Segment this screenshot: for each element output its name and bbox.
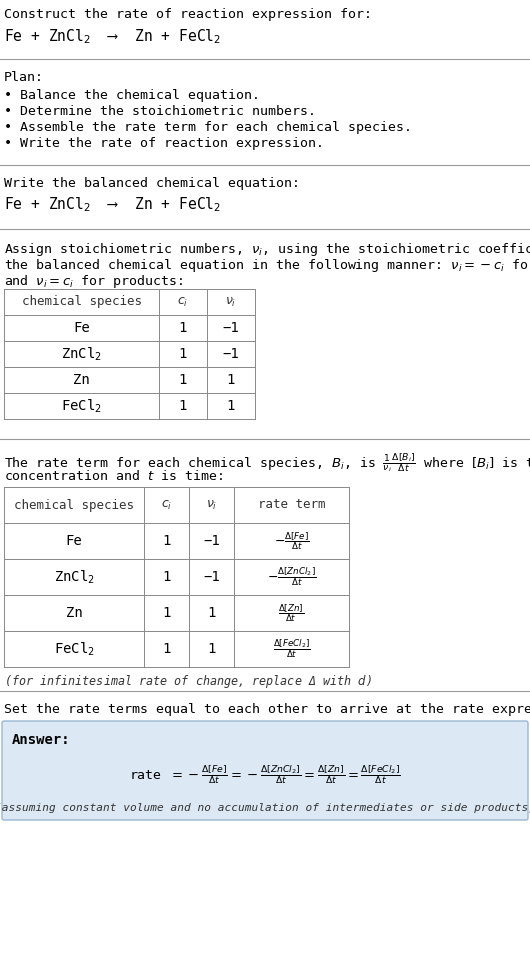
Text: $c_i$: $c_i$ [178, 296, 189, 308]
Text: Fe + ZnCl$_2$  ⟶  Zn + FeCl$_2$: Fe + ZnCl$_2$ ⟶ Zn + FeCl$_2$ [4, 195, 221, 214]
Text: $\nu_i$: $\nu_i$ [206, 499, 217, 511]
Text: 1: 1 [207, 606, 216, 620]
FancyBboxPatch shape [2, 721, 528, 820]
Text: Fe + ZnCl$_2$  ⟶  Zn + FeCl$_2$: Fe + ZnCl$_2$ ⟶ Zn + FeCl$_2$ [4, 27, 221, 46]
Text: concentration and $t$ is time:: concentration and $t$ is time: [4, 469, 223, 483]
Text: rate $= -\frac{\Delta[Fe]}{\Delta t} = -\frac{\Delta[ZnCl_2]}{\Delta t} = \frac{: rate $= -\frac{\Delta[Fe]}{\Delta t} = -… [129, 763, 401, 787]
Text: FeCl$_2$: FeCl$_2$ [61, 397, 102, 415]
Bar [4, 487, 349, 667]
Text: 1: 1 [207, 642, 216, 656]
Text: Set the rate terms equal to each other to arrive at the rate expression:: Set the rate terms equal to each other t… [4, 703, 530, 716]
Text: (assuming constant volume and no accumulation of intermediates or side products): (assuming constant volume and no accumul… [0, 803, 530, 813]
Text: $\frac{\Delta[Zn]}{\Delta t}$: $\frac{\Delta[Zn]}{\Delta t}$ [278, 602, 305, 624]
Text: Zn: Zn [66, 606, 82, 620]
Text: 1: 1 [162, 534, 171, 548]
Text: • Write the rate of reaction expression.: • Write the rate of reaction expression. [4, 137, 324, 150]
Text: 1: 1 [179, 321, 187, 335]
Text: • Balance the chemical equation.: • Balance the chemical equation. [4, 89, 260, 102]
Text: • Assemble the rate term for each chemical species.: • Assemble the rate term for each chemic… [4, 121, 412, 134]
Text: The rate term for each chemical species, $B_i$, is $\frac{1}{\nu_i}\frac{\Delta[: The rate term for each chemical species,… [4, 451, 530, 474]
Text: (for infinitesimal rate of change, replace Δ with $d$): (for infinitesimal rate of change, repla… [4, 673, 372, 690]
Text: $-\frac{\Delta[Fe]}{\Delta t}$: $-\frac{\Delta[Fe]}{\Delta t}$ [273, 530, 310, 552]
Text: Assign stoichiometric numbers, $\nu_i$, using the stoichiometric coefficients, $: Assign stoichiometric numbers, $\nu_i$, … [4, 241, 530, 258]
Text: Construct the rate of reaction expression for:: Construct the rate of reaction expressio… [4, 8, 372, 21]
Text: 1: 1 [227, 399, 235, 413]
Text: 1: 1 [227, 373, 235, 387]
Text: $-\frac{\Delta[ZnCl_2]}{\Delta t}$: $-\frac{\Delta[ZnCl_2]}{\Delta t}$ [267, 566, 316, 589]
Text: $c_i$: $c_i$ [161, 499, 172, 511]
Text: −1: −1 [223, 347, 240, 361]
Text: • Determine the stoichiometric numbers.: • Determine the stoichiometric numbers. [4, 105, 316, 118]
Text: chemical species: chemical species [22, 296, 142, 308]
Text: 1: 1 [179, 399, 187, 413]
Text: −1: −1 [203, 570, 220, 584]
Text: $\nu_i$: $\nu_i$ [225, 296, 237, 308]
Text: 1: 1 [162, 570, 171, 584]
Text: Fe: Fe [66, 534, 82, 548]
Text: 1: 1 [179, 347, 187, 361]
Text: 1: 1 [162, 606, 171, 620]
Text: Answer:: Answer: [12, 733, 70, 747]
Text: −1: −1 [223, 321, 240, 335]
Text: Plan:: Plan: [4, 71, 44, 84]
Text: chemical species: chemical species [14, 499, 134, 511]
Text: ZnCl$_2$: ZnCl$_2$ [54, 568, 94, 586]
Bar [4, 289, 255, 419]
Text: ZnCl$_2$: ZnCl$_2$ [61, 346, 102, 363]
Text: $\frac{\Delta[FeCl_2]}{\Delta t}$: $\frac{\Delta[FeCl_2]}{\Delta t}$ [272, 637, 311, 661]
Text: FeCl$_2$: FeCl$_2$ [54, 640, 94, 658]
Text: 1: 1 [162, 642, 171, 656]
Text: −1: −1 [203, 534, 220, 548]
Text: the balanced chemical equation in the following manner: $\nu_i = -c_i$ for react: the balanced chemical equation in the fo… [4, 257, 530, 274]
Text: rate term: rate term [258, 499, 325, 511]
Text: 1: 1 [179, 373, 187, 387]
Text: and $\nu_i = c_i$ for products:: and $\nu_i = c_i$ for products: [4, 273, 183, 290]
Text: Write the balanced chemical equation:: Write the balanced chemical equation: [4, 177, 300, 190]
Text: Fe: Fe [73, 321, 90, 335]
Text: Zn: Zn [73, 373, 90, 387]
